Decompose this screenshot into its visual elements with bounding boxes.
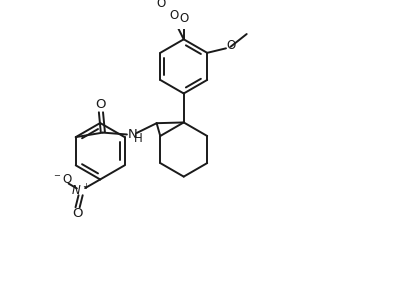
Text: N: N bbox=[127, 128, 137, 141]
Text: $^-$O: $^-$O bbox=[52, 173, 74, 186]
Text: H: H bbox=[133, 132, 142, 146]
Text: O: O bbox=[169, 9, 178, 22]
Text: $N^+$: $N^+$ bbox=[71, 183, 90, 198]
Text: O: O bbox=[72, 207, 83, 220]
Text: O: O bbox=[157, 0, 166, 10]
Text: O: O bbox=[226, 39, 235, 52]
Text: O: O bbox=[179, 13, 188, 25]
Text: O: O bbox=[96, 98, 106, 111]
